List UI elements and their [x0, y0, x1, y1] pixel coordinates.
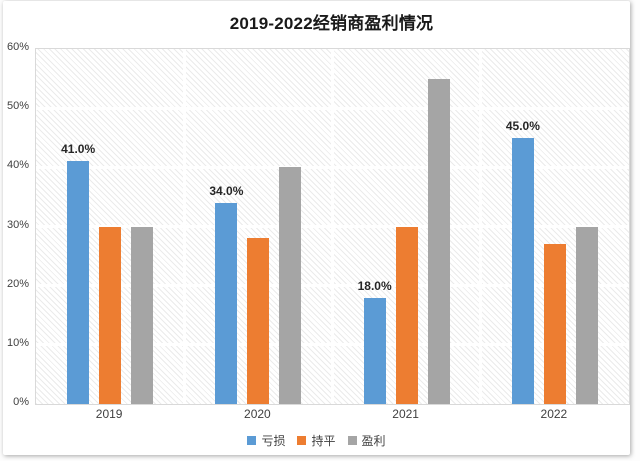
legend-swatch — [347, 436, 357, 445]
bar — [279, 167, 302, 404]
y-tick-label: 50% — [6, 100, 29, 113]
legend-label: 亏损 — [261, 434, 286, 448]
bar — [67, 161, 90, 404]
v-gridline — [331, 49, 334, 404]
bar — [215, 202, 238, 404]
legend-label: 持平 — [311, 434, 336, 448]
legend-item: 持平 — [297, 432, 336, 449]
bar-label: 45.0% — [505, 118, 540, 133]
y-tick-label: 0% — [13, 396, 29, 408]
bar — [99, 226, 122, 404]
legend: 亏损 持平 盈利 — [3, 432, 630, 449]
legend-swatch — [297, 436, 307, 445]
y-tick-label: 10% — [6, 336, 29, 349]
y-tick-label: 40% — [6, 159, 29, 172]
legend-item: 亏损 — [247, 432, 285, 449]
x-tick-label: 2021 — [392, 407, 419, 421]
bar — [427, 78, 450, 404]
x-tick-label: 2020 — [244, 407, 271, 421]
bar-label: 41.0% — [61, 142, 96, 157]
chart-card: 2019-2022经销商盈利情况 41.0% 34.0% 18.0% 45.0% 0%… — [3, 1, 630, 455]
chart-title: 2019-2022经销商盈利情况 — [229, 14, 434, 33]
bar-label: 34.0% — [209, 183, 244, 198]
bar — [543, 244, 566, 404]
x-tick-label: 2022 — [540, 407, 568, 421]
legend-swatch — [247, 436, 257, 445]
plot-area: 41.0% 34.0% 18.0% 45.0% — [35, 48, 630, 405]
bar — [511, 137, 534, 404]
v-gridline — [479, 49, 483, 404]
bar — [363, 297, 386, 404]
x-axis: 2019 2020 2021 2022 — [3, 407, 630, 425]
legend-item: 盈利 — [347, 432, 386, 449]
v-gridline — [182, 49, 186, 404]
y-tick-label: 60% — [6, 41, 29, 53]
bar — [395, 226, 418, 404]
bar — [131, 226, 154, 404]
bar — [575, 226, 598, 404]
bar — [247, 238, 270, 404]
y-tick-label: 20% — [6, 277, 29, 290]
y-tick-label: 30% — [6, 218, 29, 231]
legend-label: 盈利 — [361, 434, 386, 448]
y-axis: 0% 10% 20% 30% 40% 50% 60% — [3, 1, 29, 455]
x-tick-label: 2019 — [95, 407, 123, 421]
bar-label: 18.0% — [357, 278, 392, 293]
